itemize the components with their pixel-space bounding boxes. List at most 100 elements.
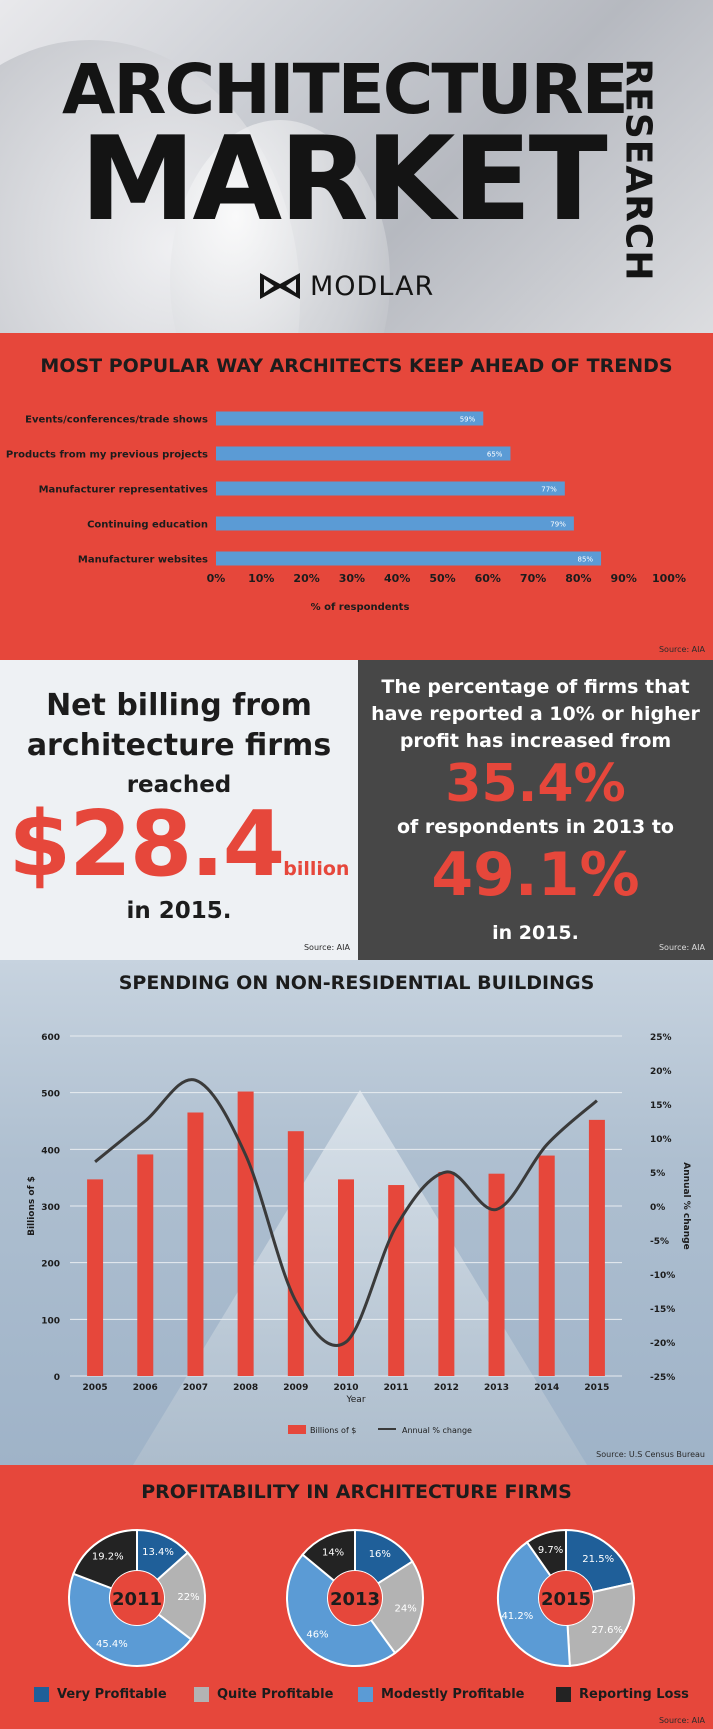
y-tick-label: 600: [41, 1033, 60, 1043]
bar-data-label: 77%: [541, 486, 557, 494]
y-right-tick-label: -10%: [650, 1271, 675, 1281]
profit-pct-line2: have reported a 10% or higher: [371, 703, 700, 725]
y-tick-label: 200: [41, 1260, 60, 1270]
donut-data-label: 46%: [306, 1629, 328, 1640]
billing-unit: billion: [283, 858, 350, 880]
x-tick-label: 2011: [384, 1383, 409, 1393]
y-right-tick-label: 5%: [650, 1169, 665, 1179]
x-tick-label: 2014: [534, 1383, 559, 1393]
profit-pct-line4: of respondents in 2013 to: [397, 816, 674, 838]
profit-pct-value1: 35.4%: [445, 754, 626, 814]
y-right-tick-label: -25%: [650, 1373, 675, 1383]
billing-amount: $28.4: [8, 792, 286, 897]
billing-line4: in 2015.: [126, 898, 232, 924]
x-tick-label: 2005: [83, 1383, 108, 1393]
profitability-section: PROFITABILITY IN ARCHITECTURE FIRMS 13.4…: [0, 1465, 713, 1729]
profitability-donut-charts: 13.4% 22% 45.4% 19.2% 2011 16% 24% 46% 14% 2013 21…: [68, 1528, 635, 1667]
spending-bar: [187, 1112, 204, 1376]
profit-pct-line1: The percentage of firms that: [381, 676, 690, 698]
x-tick-label: 2008: [233, 1383, 258, 1393]
profitability-source: Source: AIA: [658, 1716, 705, 1725]
header-title-market: MARKET: [80, 112, 608, 247]
spending-source: Source: U.S Census Bureau: [596, 1450, 705, 1459]
x-tick-label: 30%: [339, 572, 365, 585]
x-axis-label: % of respondents: [311, 602, 410, 613]
y-right-tick-label: -15%: [650, 1305, 675, 1315]
spending-bar: [287, 1131, 304, 1376]
header-title-research: RESEARCH: [617, 58, 659, 282]
profit-pct-line3: profit has increased from: [399, 730, 672, 752]
bar-category-label: Manufacturer websites: [78, 555, 208, 566]
spending-title: SPENDING ON NON-RESIDENTIAL BUILDINGS: [118, 972, 595, 994]
x-tick-label: 60%: [475, 572, 501, 585]
billing-line3: reached: [126, 772, 232, 798]
legend-swatch: [34, 1687, 49, 1702]
spending-section: SPENDING ON NON-RESIDENTIAL BUILDINGS 0 1…: [0, 960, 713, 1465]
legend-swatch: [194, 1687, 209, 1702]
legend-swatch: [556, 1687, 571, 1702]
bar-category-label: Continuing education: [87, 520, 208, 531]
bar-data-label: 59%: [460, 416, 476, 424]
trends-section: MOST POPULAR WAY ARCHITECTS KEEP AHEAD O…: [0, 333, 713, 660]
x-tick-label: 70%: [520, 572, 546, 585]
donut-data-label: 16%: [369, 1549, 391, 1560]
y-tick-label: 300: [41, 1203, 60, 1213]
donut-year-label: 2011: [112, 1589, 162, 1610]
bar-data-label: 85%: [577, 556, 593, 564]
spending-bar: [538, 1155, 555, 1376]
donut-data-label: 13.4%: [142, 1547, 174, 1558]
bowtie-logo-icon: [260, 273, 300, 299]
billing-source: Source: AIA: [303, 943, 350, 952]
donut-year-label: 2013: [330, 1589, 380, 1610]
x-tick-label: 100%: [652, 572, 686, 585]
trend-bar: [216, 516, 574, 531]
x-tick-label: 2006: [133, 1383, 158, 1393]
trend-bar: [216, 446, 511, 461]
y-tick-label: 400: [41, 1146, 60, 1156]
trend-bar: [216, 481, 565, 496]
spending-bar: [87, 1179, 104, 1376]
x-tick-label: 0%: [207, 572, 226, 585]
donut-data-label: 27.6%: [591, 1625, 623, 1636]
x-tick-label: 80%: [565, 572, 591, 585]
spending-bar: [438, 1172, 455, 1376]
y-tick-label: 100: [41, 1316, 60, 1326]
spending-bar: [588, 1119, 605, 1376]
spending-bar: [488, 1173, 505, 1376]
donut-center: [539, 1571, 593, 1625]
annual-change-line: [94, 1078, 598, 1348]
y-right-tick-label: -5%: [650, 1237, 669, 1247]
donut-data-label: 41.2%: [501, 1611, 533, 1622]
y-right-tick-label: 10%: [650, 1135, 672, 1145]
header-banner: ARCHITECTURE MARKET RESEARCH MODLAR: [0, 0, 713, 333]
donut-year-label: 2015: [541, 1589, 591, 1610]
spending-bar: [237, 1091, 254, 1376]
y-right-tick-label: 15%: [650, 1101, 672, 1111]
x-tick-label: 2012: [434, 1383, 459, 1393]
profit-pct-value2: 49.1%: [431, 840, 640, 910]
donut-center: [328, 1571, 382, 1625]
x-tick-label: 2007: [183, 1383, 208, 1393]
donut-data-label: 24%: [394, 1604, 416, 1615]
legend-quite-profitable: Quite Profitable: [194, 1687, 333, 1702]
spending-bar: [338, 1179, 354, 1376]
logo-text: MODLAR: [310, 270, 435, 302]
y-right-tick-label: 0%: [650, 1203, 665, 1213]
x-tick-label: 90%: [611, 572, 637, 585]
profit-pct-source: Source: AIA: [658, 943, 705, 952]
billing-line1: Net billing from: [46, 688, 312, 723]
x-tick-label: 40%: [384, 572, 410, 585]
trend-bar: [216, 551, 602, 566]
bar-data-label: 79%: [550, 521, 566, 529]
legend-swatch: [358, 1687, 373, 1702]
x-tick-label: 20%: [293, 572, 319, 585]
donut-data-label: 14%: [322, 1547, 344, 1558]
billing-line2: architecture firms: [26, 728, 332, 763]
donut-data-label: 21.5%: [582, 1554, 614, 1565]
donut-data-label: 9.7%: [538, 1545, 563, 1556]
profitability-title: PROFITABILITY IN ARCHITECTURE FIRMS: [141, 1481, 572, 1503]
x-tick-label: 2015: [584, 1383, 609, 1393]
y-right-tick-label: 25%: [650, 1033, 672, 1043]
spending-bar: [137, 1154, 154, 1376]
spending-bar: [388, 1185, 405, 1376]
